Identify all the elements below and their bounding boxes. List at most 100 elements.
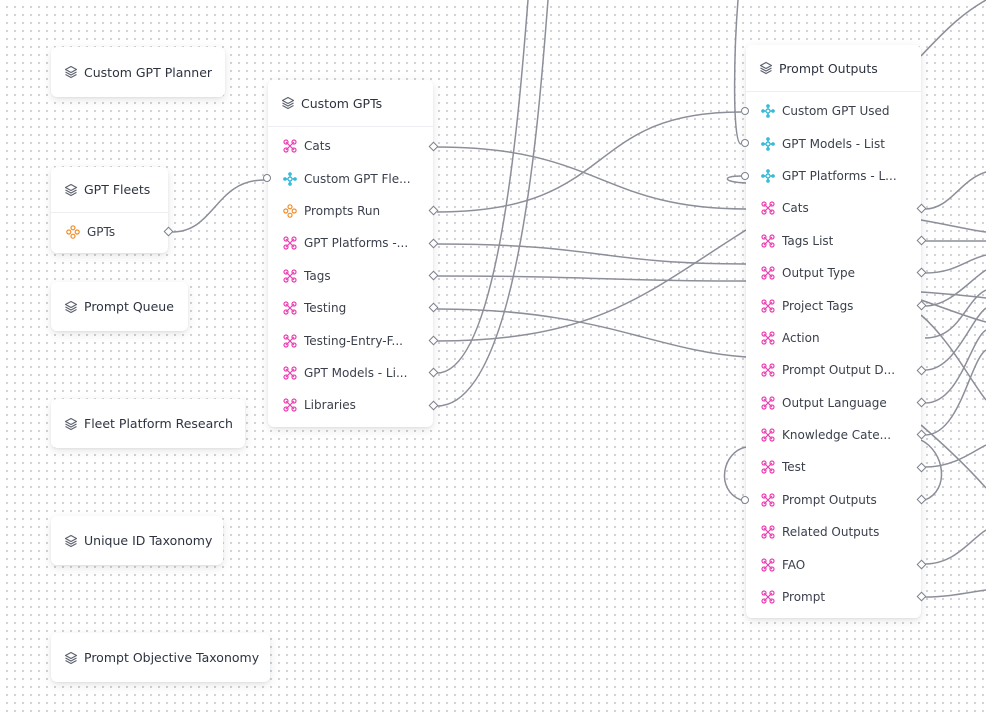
link-chain-icon — [761, 525, 775, 539]
lookup-link-icon — [761, 104, 775, 118]
field-row-gpts[interactable]: GPTs — [51, 213, 174, 251]
table-layers-icon — [64, 300, 78, 313]
edge-top-right-out — [920, 0, 986, 57]
connection-handle[interactable] — [428, 367, 439, 378]
node-header: Unique ID Taxonomy — [51, 516, 223, 565]
node-fleet-platform-research[interactable]: Fleet Platform Research — [51, 399, 245, 448]
table-layers-icon — [64, 65, 78, 79]
connection-handle[interactable] — [741, 107, 749, 115]
field-row[interactable]: FAO — [746, 548, 927, 580]
node-prompt-queue[interactable]: Prompt Queue — [51, 282, 188, 331]
field-row[interactable]: GPT Platforms -... — [268, 227, 439, 259]
field-row[interactable]: Prompts Run — [268, 195, 439, 227]
field-row[interactable]: Prompt Output D... — [746, 354, 927, 386]
field-row[interactable]: Tags List — [746, 225, 927, 257]
connection-handle[interactable] — [428, 141, 439, 151]
node-title: Fleet Platform Research — [84, 416, 233, 431]
node-header: Prompt Objective Taxonomy — [51, 633, 270, 682]
field-row[interactable]: Tags — [268, 260, 439, 292]
field-row[interactable]: Related Outputs — [746, 516, 921, 548]
connection-handle[interactable] — [916, 300, 927, 311]
field-row[interactable]: Prompt Outputs — [741, 484, 927, 516]
field-row[interactable]: Output Language — [746, 387, 927, 419]
node-gpt-fleets[interactable]: GPT Fleets GPTs — [51, 167, 174, 253]
connection-handle[interactable] — [916, 494, 927, 505]
field-label: Prompt — [782, 590, 826, 605]
connection-handle[interactable] — [428, 270, 439, 281]
field-label: Prompts Run — [304, 203, 381, 218]
field-row[interactable]: Test — [746, 451, 927, 483]
node-header: Fleet Platform Research — [51, 399, 245, 448]
edge-r4 — [924, 269, 986, 307]
field-label: GPT Platforms - L... — [782, 168, 897, 183]
field-label: Action — [782, 330, 820, 345]
edge-self-loop-right — [920, 439, 943, 501]
field-row[interactable]: Cats — [268, 130, 439, 162]
rollup-link-icon — [66, 225, 80, 239]
field-label: FAO — [782, 557, 806, 572]
field-row[interactable]: Custom GPT Fle... — [263, 162, 433, 194]
node-custom-gpt-planner[interactable]: Custom GPT Planner — [51, 47, 225, 97]
lookup-link-icon — [283, 171, 297, 186]
link-chain-icon — [283, 269, 297, 283]
field-row[interactable]: Testing — [268, 292, 439, 324]
field-row[interactable]: Custom GPT Used — [741, 95, 921, 127]
field-row[interactable]: Action — [746, 322, 921, 354]
connection-handle[interactable] — [916, 462, 927, 473]
edge-r1 — [924, 171, 986, 210]
field-row[interactable]: Prompt — [746, 581, 927, 613]
node-prompt-outputs[interactable]: Prompt Outputs Custom GPT Used GPT Models… — [741, 45, 927, 618]
connection-handle[interactable] — [916, 591, 927, 602]
field-row[interactable]: Knowledge Cate... — [746, 419, 927, 451]
edge-r7 — [924, 329, 986, 404]
field-row[interactable]: GPT Models - Li... — [268, 357, 439, 389]
connection-handle[interactable] — [428, 400, 439, 411]
connection-handle[interactable] — [741, 139, 749, 148]
connection-handle[interactable] — [428, 335, 439, 346]
field-row[interactable]: Output Type — [746, 257, 927, 289]
field-row[interactable]: Project Tags — [746, 289, 927, 321]
field-label: GPT Platforms -... — [304, 236, 409, 251]
node-header: Custom GPT Planner — [51, 47, 225, 97]
connection-handle[interactable] — [916, 559, 927, 570]
link-chain-icon — [761, 363, 775, 377]
node-prompt-objective-taxonomy[interactable]: Prompt Objective Taxonomy — [51, 633, 270, 682]
link-chain-icon — [761, 590, 775, 604]
table-layers-icon — [64, 651, 78, 664]
connection-handle[interactable] — [916, 203, 927, 214]
connection-handle[interactable] — [916, 397, 927, 408]
edge-self-loop-left — [723, 446, 747, 501]
connection-handle[interactable] — [916, 429, 927, 440]
connection-handle[interactable] — [916, 235, 927, 246]
field-label: Project Tags — [782, 298, 854, 313]
field-row[interactable]: GPT Platforms - L... — [741, 160, 921, 192]
connection-handle[interactable] — [916, 268, 927, 278]
field-label: Tags List — [782, 233, 834, 248]
connection-handle[interactable] — [741, 495, 749, 504]
table-layers-icon — [64, 183, 78, 196]
link-chain-icon — [283, 139, 297, 153]
node-title: GPT Fleets — [84, 182, 151, 197]
node-unique-id-taxonomy[interactable]: Unique ID Taxonomy — [51, 516, 223, 565]
connection-handle[interactable] — [428, 205, 439, 216]
connection-handle[interactable] — [428, 303, 439, 313]
connection-handle[interactable] — [263, 174, 271, 183]
link-chain-icon — [283, 398, 297, 412]
node-header: GPT Fleets — [51, 167, 168, 213]
connection-handle[interactable] — [741, 171, 749, 180]
connection-handle[interactable] — [916, 365, 927, 376]
connection-handle[interactable] — [428, 238, 439, 249]
field-label: Cats — [782, 201, 809, 216]
field-label: Testing — [304, 301, 347, 316]
field-row[interactable]: Testing-Entry-F... — [268, 324, 439, 356]
table-layers-icon — [281, 96, 295, 110]
field-row[interactable]: Libraries — [268, 389, 439, 421]
field-row[interactable]: Cats — [746, 192, 927, 224]
connection-handle[interactable] — [163, 226, 174, 237]
edge-testing-entry — [436, 229, 747, 342]
link-chain-icon — [283, 366, 297, 380]
field-list: Custom GPT Used GPT Models - List GPT Plat… — [741, 92, 927, 613]
link-chain-icon — [761, 266, 775, 280]
field-row[interactable]: GPT Models - List — [741, 127, 921, 159]
node-custom-gpts[interactable]: Custom GPTs Cats Custom GPT Fle... Prompts… — [263, 80, 439, 427]
